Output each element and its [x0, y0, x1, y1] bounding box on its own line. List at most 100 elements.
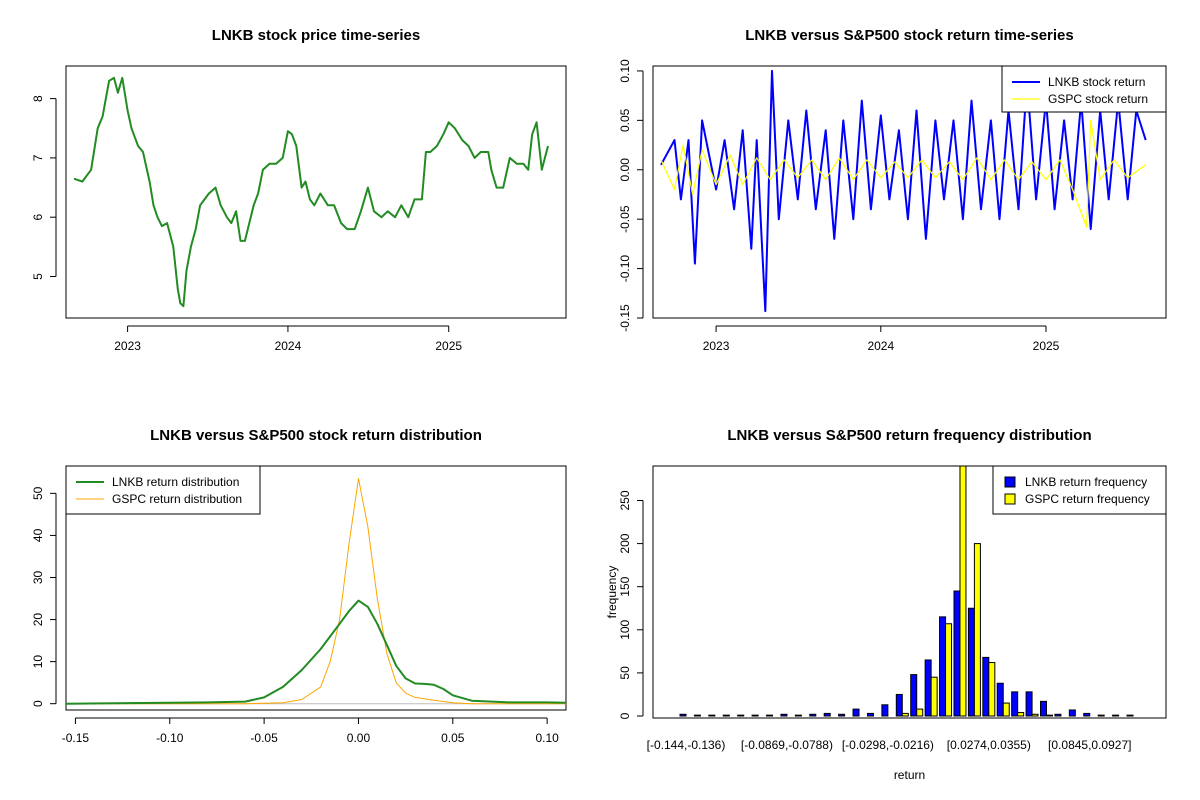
- lnkb-bar: [1025, 691, 1033, 717]
- lnkb-bar: [996, 682, 1004, 717]
- y-tick-label: 8: [31, 95, 45, 102]
- x-tick-label: 2025: [1033, 339, 1060, 353]
- lnkb-bar: [1097, 714, 1105, 717]
- legend-label: LNKB return distribution: [112, 475, 239, 489]
- y-tick-label: 50: [31, 486, 45, 500]
- chart-price-timeseries: LNKB stock price time-series 2023 2024 2025…: [31, 27, 567, 353]
- chart-return-density: LNKB versus S&P500 stock return distribu…: [31, 427, 567, 745]
- legend-label: GSPC return distribution: [112, 492, 242, 506]
- price-line: [73, 76, 549, 308]
- y-tick-label: 150: [618, 576, 632, 596]
- lnkb-bar: [722, 714, 730, 717]
- lnkb-bar: [967, 607, 975, 717]
- legend-box-2: [1001, 65, 1167, 113]
- lnkb-bar: [910, 674, 918, 717]
- lnkb-bar: [939, 616, 947, 717]
- lnkb-bar: [895, 693, 903, 717]
- legend-swatch: [1004, 476, 1016, 488]
- x-tick-label: 2025: [435, 339, 462, 353]
- y-tick-label: 0.05: [618, 108, 632, 132]
- lnkb-bar: [751, 714, 759, 717]
- x-category-label: [-0.144,-0.136): [647, 738, 726, 752]
- plot-frame-1: [652, 65, 1167, 319]
- lnkb-bar: [1083, 712, 1091, 717]
- lnkb-bar: [1011, 691, 1019, 717]
- y-tick-label: 6: [31, 214, 45, 221]
- lnkb-bar: [780, 713, 788, 717]
- chart-return-frequency: LNKB versus S&P500 return frequency dist…: [605, 427, 1167, 782]
- gspc-bar: [930, 676, 938, 717]
- lnkb-bar: [838, 713, 846, 717]
- legend-box-4: [992, 465, 1167, 515]
- y-tick-label: 20: [31, 613, 45, 627]
- x-tick-label: 0.00: [347, 731, 371, 745]
- x-tick-label: -0.15: [62, 731, 90, 745]
- plot-frame-2: [65, 465, 567, 711]
- x-category-label: [-0.0869,-0.0788): [741, 738, 833, 752]
- x-tick-label: -0.05: [250, 731, 278, 745]
- x-tick-label: 2024: [867, 339, 894, 353]
- gspc-bar: [1002, 702, 1010, 717]
- legend-label: GSPC stock return: [1048, 92, 1148, 106]
- y-tick-label: 40: [31, 528, 45, 542]
- x-tick-label: 0.10: [535, 731, 559, 745]
- y-tick-label: -0.05: [618, 205, 632, 233]
- y-tick-label: -0.15: [618, 304, 632, 332]
- y-tick-label: 200: [618, 533, 632, 553]
- gspc-bar: [901, 712, 909, 717]
- chart-title-1: LNKB stock price time-series: [212, 27, 420, 44]
- bars-group: [679, 466, 1134, 717]
- x-category-label: [-0.0298,-0.0216): [842, 738, 934, 752]
- y-tick-label: 0.00: [618, 158, 632, 182]
- legend-label: GSPC return frequency: [1025, 492, 1150, 506]
- lnkb-bar: [794, 714, 802, 717]
- lnkb-bar: [679, 713, 687, 717]
- y-tick-label: 10: [31, 655, 45, 669]
- gspc-bar: [959, 466, 967, 717]
- y-tick-label: 250: [618, 490, 632, 510]
- plot-frame-0: [65, 65, 567, 319]
- y-tick-label: 100: [618, 619, 632, 639]
- y-tick-label: 0.10: [618, 59, 632, 83]
- lnkb-bar: [1126, 714, 1134, 717]
- lnkb-bar: [881, 704, 889, 717]
- lnkb-bar: [766, 714, 774, 717]
- y-tick-label: 7: [31, 154, 45, 161]
- lnkb-bar: [1068, 709, 1076, 717]
- gspc-bar: [1017, 712, 1025, 717]
- gspc-return-line: [660, 119, 1147, 228]
- lnkb-bar: [866, 712, 874, 717]
- legend-swatch: [1004, 493, 1016, 505]
- y-tick-label: 30: [31, 570, 45, 584]
- lnkb-density-line: [65, 599, 567, 705]
- x-tick-label: -0.10: [156, 731, 184, 745]
- y-tick-label: 0: [618, 712, 632, 719]
- y-tick-label: 0: [31, 700, 45, 707]
- y-tick-label: -0.10: [618, 255, 632, 283]
- gspc-bar: [988, 662, 996, 717]
- x-tick-label: 2023: [703, 339, 730, 353]
- chart-title-2: LNKB versus S&P500 stock return time-ser…: [745, 27, 1073, 44]
- chart-return-timeseries: LNKB versus S&P500 stock return time-ser…: [618, 27, 1167, 353]
- x-tick-label: 2023: [114, 339, 141, 353]
- lnkb-bar: [708, 714, 716, 717]
- gspc-bar: [945, 623, 953, 717]
- gspc-bar: [973, 543, 981, 717]
- lnkb-bar: [924, 659, 932, 717]
- gspc-density-line: [66, 478, 566, 705]
- lnkb-bar: [823, 712, 831, 717]
- lnkb-bar: [809, 713, 817, 717]
- plot-frame-3: [652, 465, 1167, 719]
- lnkb-bar: [982, 656, 990, 717]
- x-axis-title: return: [894, 768, 925, 782]
- lnkb-bar: [852, 708, 860, 717]
- chart-title-3: LNKB versus S&P500 stock return distribu…: [150, 427, 482, 444]
- lnkb-bar: [953, 590, 961, 717]
- chart-title-4: LNKB versus S&P500 return frequency dist…: [727, 427, 1091, 444]
- y-tick-label: 50: [618, 666, 632, 680]
- gspc-bar: [916, 708, 924, 717]
- legend-box-3: [65, 465, 261, 515]
- lnkb-bar: [1054, 713, 1062, 717]
- x-tick-label: 0.05: [441, 731, 465, 745]
